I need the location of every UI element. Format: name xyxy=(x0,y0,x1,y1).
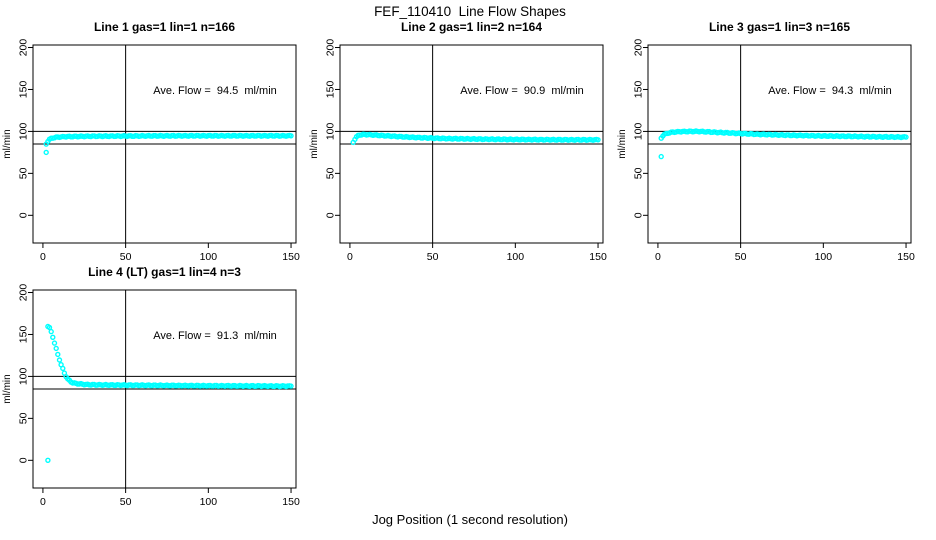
svg-text:0: 0 xyxy=(40,251,46,263)
svg-text:200: 200 xyxy=(18,284,30,302)
svg-text:150: 150 xyxy=(282,496,300,508)
x-axis-label: Jog Position (1 second resolution) xyxy=(372,512,568,527)
svg-text:0: 0 xyxy=(633,212,645,218)
plot-area-svg: 0 50 100 150 0 50 100 150 200 xyxy=(325,39,607,263)
svg-text:150: 150 xyxy=(897,251,915,263)
svg-text:100: 100 xyxy=(18,368,30,386)
ave-flow-annotation: Ave. Flow = 94.3 ml/min xyxy=(768,85,892,97)
svg-text:50: 50 xyxy=(120,251,132,263)
svg-text:200: 200 xyxy=(18,39,30,57)
svg-text:0: 0 xyxy=(347,251,353,263)
svg-text:50: 50 xyxy=(18,167,30,179)
svg-text:150: 150 xyxy=(325,81,337,99)
panel-line-4: Line 4 (LT) gas=1 lin=4 n=3 Ave. Flow = … xyxy=(0,245,312,513)
svg-text:150: 150 xyxy=(589,251,607,263)
svg-text:150: 150 xyxy=(633,81,645,99)
svg-text:50: 50 xyxy=(735,251,747,263)
svg-text:100: 100 xyxy=(200,251,218,263)
svg-text:50: 50 xyxy=(633,167,645,179)
panel-line-3: Line 3 gas=1 lin=3 n=165 Ave. Flow = 94.… xyxy=(615,0,927,268)
ave-flow-annotation: Ave. Flow = 94.5 ml/min xyxy=(153,85,277,97)
panel-line-2: Line 2 gas=1 lin=2 n=164 Ave. Flow = 90.… xyxy=(307,0,619,268)
svg-text:0: 0 xyxy=(325,212,337,218)
panel-line-1: Line 1 gas=1 lin=1 n=166 Ave. Flow = 94.… xyxy=(0,0,312,268)
svg-text:0: 0 xyxy=(18,212,30,218)
plot-area-svg: 0 50 100 150 0 50 100 150 200 xyxy=(633,39,915,263)
svg-text:150: 150 xyxy=(282,251,300,263)
svg-text:50: 50 xyxy=(120,496,132,508)
panel-title: Line 2 gas=1 lin=2 n=164 xyxy=(400,20,543,34)
svg-text:0: 0 xyxy=(655,251,661,263)
svg-text:100: 100 xyxy=(18,123,30,141)
svg-text:150: 150 xyxy=(18,326,30,344)
svg-text:200: 200 xyxy=(633,39,645,57)
plot-area-svg: 0 50 100 150 0 50 100 150 200 xyxy=(18,284,300,508)
panel-title: Line 1 gas=1 lin=1 n=166 xyxy=(93,20,236,34)
svg-text:100: 100 xyxy=(633,123,645,141)
svg-text:50: 50 xyxy=(427,251,439,263)
svg-text:100: 100 xyxy=(815,251,833,263)
svg-text:50: 50 xyxy=(325,167,337,179)
ave-flow-annotation: Ave. Flow = 91.3 ml/min xyxy=(153,330,277,342)
ave-flow-annotation: Ave. Flow = 90.9 ml/min xyxy=(460,85,584,97)
svg-text:0: 0 xyxy=(18,457,30,463)
plot-area-svg: 0 50 100 150 0 50 100 150 200 xyxy=(18,39,300,263)
panel-title: Line 3 gas=1 lin=3 n=165 xyxy=(708,20,851,34)
svg-text:200: 200 xyxy=(325,39,337,57)
svg-text:100: 100 xyxy=(200,496,218,508)
figure-title: FEF_110410 Line Flow Shapes xyxy=(374,4,566,19)
svg-text:150: 150 xyxy=(18,81,30,99)
svg-text:100: 100 xyxy=(325,123,337,141)
svg-text:100: 100 xyxy=(507,251,525,263)
svg-text:50: 50 xyxy=(18,412,30,424)
panel-title: Line 4 (LT) gas=1 lin=4 n=3 xyxy=(88,265,241,279)
svg-text:0: 0 xyxy=(40,496,46,508)
